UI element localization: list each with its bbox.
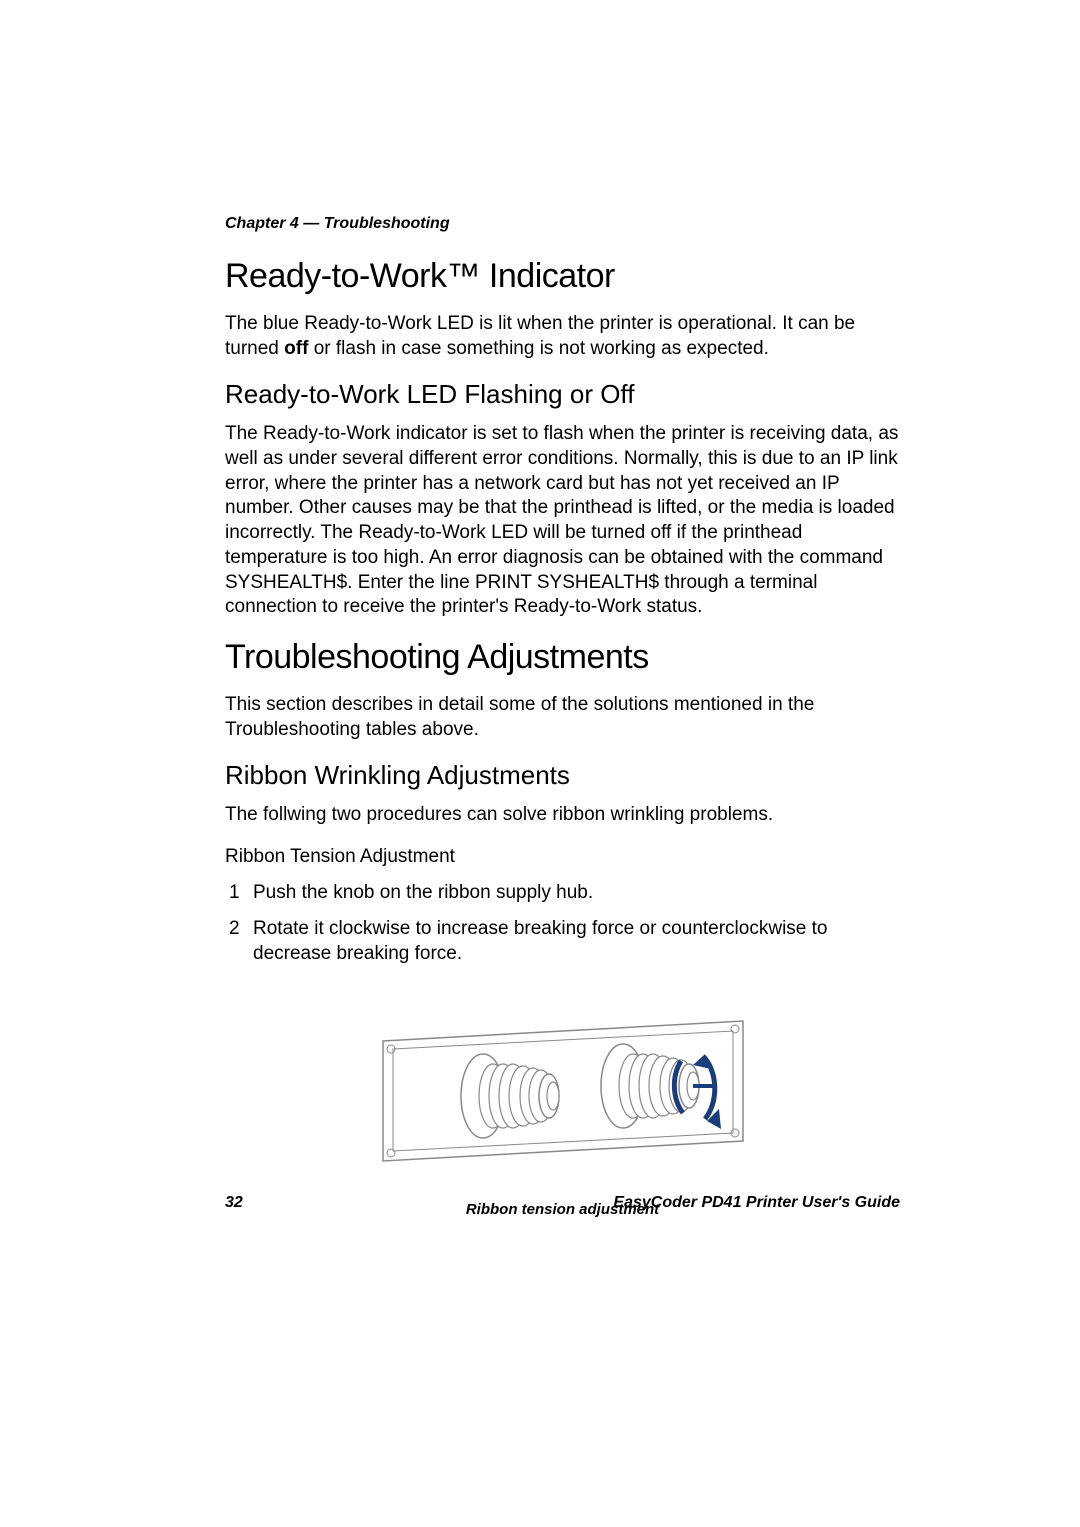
paragraph: This section describes in detail some of… xyxy=(225,693,900,742)
page-number: 32 xyxy=(225,1194,243,1212)
paragraph: The follwing two procedures can solve ri… xyxy=(225,803,900,828)
list-number: 1 xyxy=(229,880,253,906)
text: . Enter the line xyxy=(347,572,475,593)
document-title: EasyCoder PD41 Printer User's Guide xyxy=(613,1194,900,1212)
list-item: 1 Push the knob on the ribbon supply hub… xyxy=(229,880,900,906)
paragraph: The Ready-to-Work indicator is set to fl… xyxy=(225,422,900,620)
figure-ribbon-tension: Ribbon tension adjustment xyxy=(225,991,900,1218)
section-title-troubleshooting: Troubleshooting Adjustments xyxy=(225,638,900,677)
code-text: SYSHEALTH$ xyxy=(225,572,347,593)
text: or flash in case something is not workin… xyxy=(308,338,768,359)
subsection-title-ribbon: Ribbon Wrinkling Adjustments xyxy=(225,760,900,791)
section-title-ready-to-work: Ready-to-Work™ Indicator xyxy=(225,257,900,296)
ribbon-hub-diagram-icon xyxy=(363,991,763,1191)
code-text: PRINT SYSHEALTH$ xyxy=(475,572,659,593)
page-footer: 32 EasyCoder PD41 Printer User's Guide xyxy=(225,1194,900,1212)
list-text: Push the knob on the ribbon supply hub. xyxy=(253,880,593,906)
list-text: Rotate it clockwise to increase breaking… xyxy=(253,916,900,967)
text-bold: off xyxy=(284,338,308,359)
subsection-title-led: Ready-to-Work LED Flashing or Off xyxy=(225,379,900,410)
list-number: 2 xyxy=(229,916,253,967)
page-content: Chapter 4 — Troubleshooting Ready-to-Wor… xyxy=(0,0,1080,1218)
paragraph: The blue Ready-to-Work LED is lit when t… xyxy=(225,312,900,361)
ordered-list: 1 Push the knob on the ribbon supply hub… xyxy=(229,880,900,967)
text: The Ready-to-Work indicator is set to fl… xyxy=(225,423,898,567)
list-item: 2 Rotate it clockwise to increase breaki… xyxy=(229,916,900,967)
chapter-header: Chapter 4 — Troubleshooting xyxy=(225,215,900,233)
subsubsection-title-tension: Ribbon Tension Adjustment xyxy=(225,846,900,868)
